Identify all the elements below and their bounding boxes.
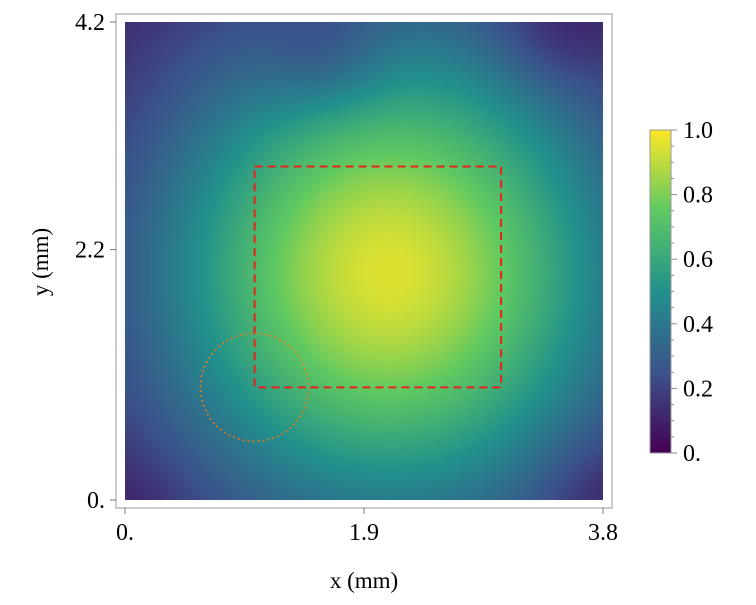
colorbar-tick-label: 0.4 <box>683 312 713 338</box>
x-tick-label: 1.9 <box>349 520 379 546</box>
colorbar: 0. 0.2 0.4 0.6 0.8 1.0 <box>649 118 713 467</box>
x-tick-label: 0. <box>116 520 134 546</box>
plot-area <box>125 22 603 500</box>
y-axis-label: y (mm) <box>28 228 53 296</box>
annotations <box>199 165 503 443</box>
y-tick-label: 2.2 <box>75 238 105 264</box>
colorbar-tick-label: 0.2 <box>683 376 713 402</box>
colorbar-tick-label: 1.0 <box>683 118 713 144</box>
highlight-circle <box>199 332 310 443</box>
colorbar-fill <box>650 130 671 453</box>
x-axis-label: x (mm) <box>330 568 398 593</box>
colorbar-tick-label: 0.8 <box>683 183 713 209</box>
y-tick-label: 0. <box>87 488 105 514</box>
x-tick-label: 3.8 <box>588 520 618 546</box>
colorbar-tick-label: 0.6 <box>683 247 713 273</box>
colorbar-ticks: 0. 0.2 0.4 0.6 0.8 1.0 <box>671 118 713 467</box>
highlight-rectangle <box>253 165 503 389</box>
y-tick-label: 4.2 <box>75 10 105 36</box>
y-axis-ticks: 0. 2.2 4.2 <box>75 10 116 514</box>
colorbar-tick-label: 0. <box>683 441 701 467</box>
x-axis-ticks: 0. 1.9 3.8 <box>116 508 618 546</box>
heatmap-image <box>125 22 603 500</box>
